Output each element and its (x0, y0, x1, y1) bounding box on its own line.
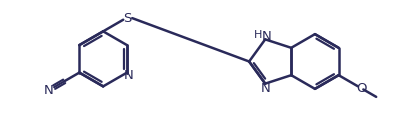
Text: N: N (260, 82, 269, 95)
Text: N: N (261, 30, 270, 43)
Text: N: N (124, 69, 134, 82)
Text: H: H (253, 30, 262, 40)
Text: S: S (122, 12, 131, 25)
Text: N: N (44, 84, 53, 97)
Text: O: O (355, 82, 365, 95)
